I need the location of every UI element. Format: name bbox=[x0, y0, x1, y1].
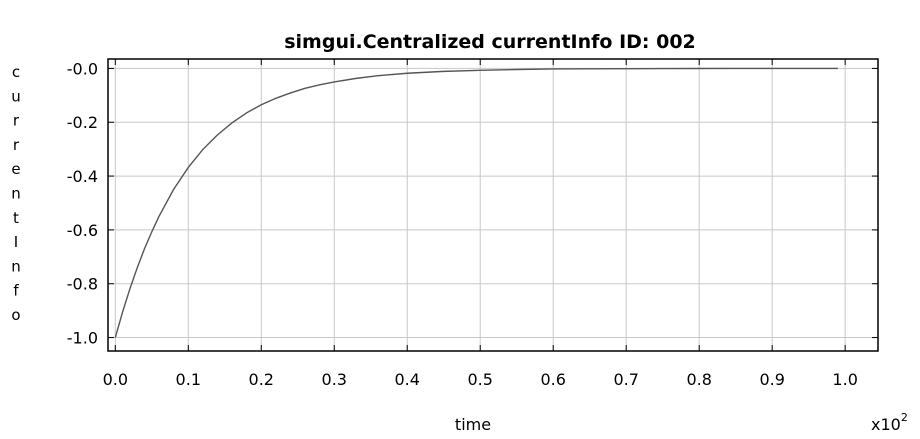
plot-frame bbox=[107, 58, 879, 352]
x-tick-label: 0.0 bbox=[103, 370, 128, 389]
x-tick-label: 0.7 bbox=[613, 370, 638, 389]
x-axis-label: time bbox=[455, 415, 491, 434]
x-tick-label: 0.6 bbox=[540, 370, 565, 389]
x-tick-label: 0.1 bbox=[176, 370, 201, 389]
y-axis-label-char: t bbox=[13, 209, 19, 227]
x-tick-label: 0.2 bbox=[249, 370, 274, 389]
x-axis-multiplier-exponent: 2 bbox=[901, 411, 908, 424]
y-tick-label: -0.8 bbox=[67, 275, 98, 294]
y-tick-labels: -0.0 -0.2 -0.4 -0.6 -0.8 -1.0 bbox=[67, 59, 98, 347]
x-axis-multiplier: x102 bbox=[871, 411, 908, 434]
y-axis-label-char: n bbox=[11, 257, 21, 275]
y-axis-label: currentInfo bbox=[11, 63, 21, 324]
x-tick-labels: 0.0 0.1 0.2 0.3 0.4 0.5 0.6 0.7 0.8 0.9 1.0 bbox=[103, 370, 858, 389]
y-tick-label: -0.0 bbox=[67, 59, 98, 78]
y-axis-label-char: r bbox=[13, 112, 20, 130]
y-axis-label-char: r bbox=[13, 136, 20, 154]
x-tick-label: 0.5 bbox=[468, 370, 493, 389]
x-tick-label: 0.3 bbox=[322, 370, 347, 389]
y-axis-label-char: f bbox=[13, 282, 19, 300]
x-axis-multiplier-base: x10 bbox=[871, 415, 901, 434]
y-tick-label: -0.2 bbox=[67, 113, 98, 132]
y-axis-label-char: o bbox=[11, 306, 20, 324]
x-tick-label: 1.0 bbox=[832, 370, 857, 389]
y-axis-label-char: u bbox=[11, 87, 21, 105]
chart-title: simgui.Centralized currentInfo ID: 002 bbox=[284, 31, 696, 53]
x-tick-label: 0.4 bbox=[395, 370, 420, 389]
x-tick-label: 0.9 bbox=[759, 370, 784, 389]
y-tick-label: -1.0 bbox=[67, 329, 98, 348]
y-tick-label: -0.6 bbox=[67, 221, 98, 240]
series-line bbox=[114, 67, 838, 338]
y-axis-label-char: c bbox=[12, 63, 20, 81]
y-axis-label-char: I bbox=[14, 233, 18, 251]
ticks bbox=[108, 59, 878, 351]
series-group bbox=[114, 67, 838, 338]
y-axis-label-char: n bbox=[11, 185, 21, 203]
y-axis-label-char: e bbox=[11, 160, 20, 178]
grid bbox=[108, 59, 878, 351]
y-tick-label: -0.4 bbox=[67, 167, 98, 186]
x-tick-label: 0.8 bbox=[686, 370, 711, 389]
